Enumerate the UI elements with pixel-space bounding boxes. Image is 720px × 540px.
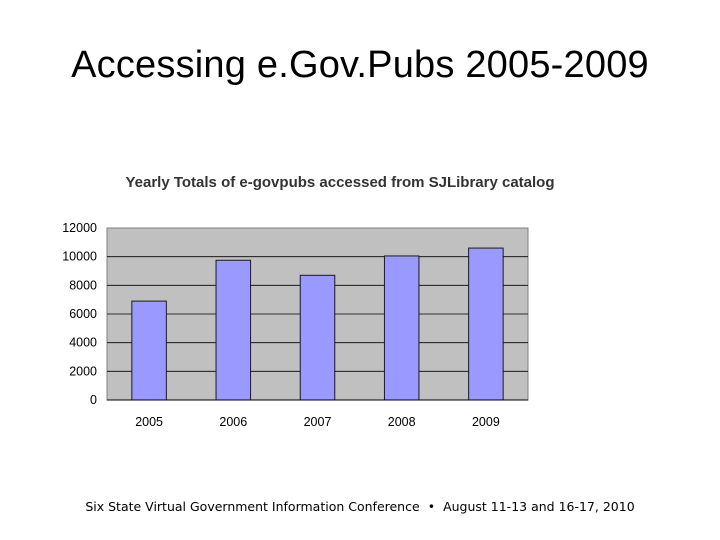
- footer-conference-name: Six State Virtual Government Information…: [85, 499, 420, 514]
- y-tick-label: 0: [90, 393, 97, 407]
- x-axis: 2005 2006 2007 2008 2009: [107, 399, 528, 429]
- x-tick-label: 2005: [135, 415, 163, 429]
- y-tick-label: 8000: [69, 278, 97, 292]
- slide-title: Accessing e.Gov.Pubs 2005-2009: [71, 44, 649, 86]
- y-tick-label: 2000: [69, 364, 97, 378]
- bar-2007: [299, 274, 336, 401]
- footer-separator: •: [427, 499, 436, 514]
- chart-title: Yearly Totals of e-govpubs accessed from…: [125, 174, 554, 191]
- y-tick-label: 6000: [69, 307, 97, 321]
- bar-2005: [131, 300, 167, 401]
- y-tick-label: 12000: [62, 221, 97, 235]
- bars: [131, 247, 504, 401]
- y-tick-label: 10000: [62, 250, 97, 264]
- footer: Six State Virtual Government Information…: [0, 499, 720, 514]
- footer-dates: August 11-13 and 16-17, 2010: [443, 499, 635, 514]
- x-tick-label: 2009: [472, 415, 500, 429]
- x-tick-label: 2006: [219, 415, 247, 429]
- x-tick-label: 2007: [304, 415, 332, 429]
- y-tick-label: 4000: [69, 336, 97, 350]
- bar-2008: [383, 255, 420, 401]
- y-axis: 0 2000 4000 6000 8000 10000 12000: [62, 221, 97, 407]
- x-tick-label: 2008: [388, 415, 416, 429]
- bar-2009: [468, 247, 504, 401]
- bar-2006: [215, 259, 252, 401]
